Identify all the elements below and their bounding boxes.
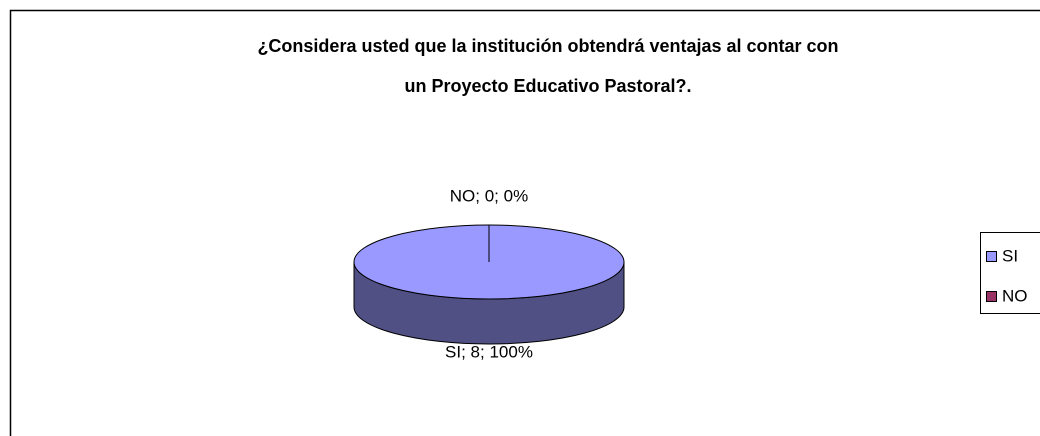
data-label: NO; 0; 0% [450,186,528,205]
chart-title-line: un Proyecto Educativo Pastoral?. [404,76,691,96]
legend-label: SI [1002,246,1018,265]
chart-frame [9,9,1040,436]
legend-label: NO [1002,286,1028,305]
chart-title-line: ¿Considera usted que la institución obte… [257,36,838,56]
legend-swatch [986,251,997,262]
data-label: SI; 8; 100% [445,342,533,361]
legend-swatch [986,291,997,302]
